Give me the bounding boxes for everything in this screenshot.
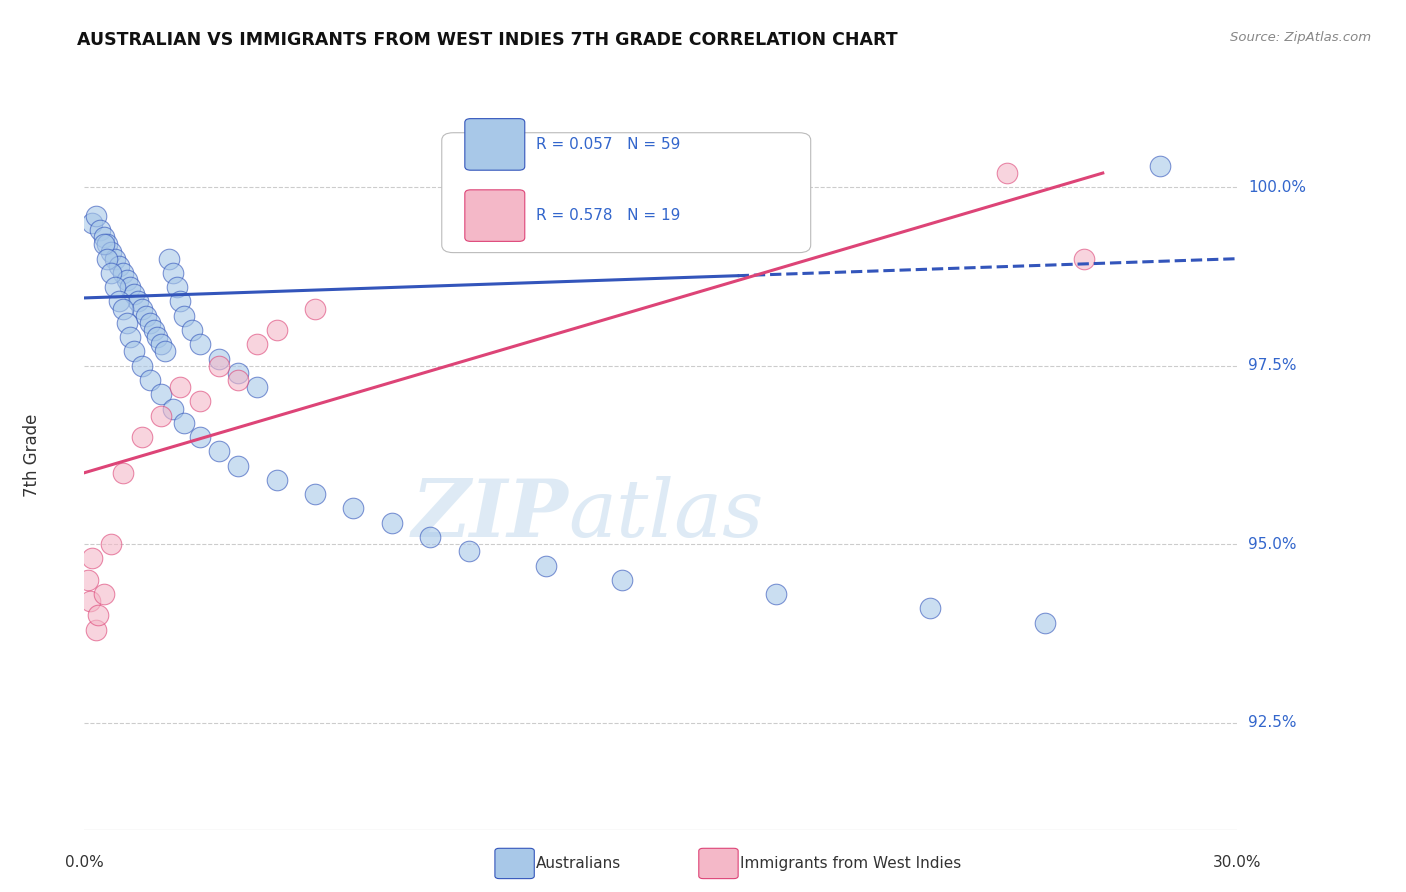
Point: [226, 366, 249, 380]
Point: [381, 516, 404, 530]
Point: [77, 573, 100, 587]
Point: [93, 237, 115, 252]
Point: [188, 394, 211, 409]
Text: Source: ZipAtlas.com: Source: ZipAtlas.com: [1230, 31, 1371, 45]
Text: 30.0%: 30.0%: [1213, 855, 1261, 870]
Point: [181, 323, 204, 337]
Point: [208, 444, 231, 458]
Point: [457, 544, 479, 558]
Text: R = 0.578   N = 19: R = 0.578 N = 19: [536, 208, 681, 223]
Point: [142, 323, 165, 337]
Point: [100, 266, 122, 280]
Point: [120, 330, 142, 344]
Point: [1149, 159, 1171, 173]
Point: [87, 608, 110, 623]
Point: [150, 387, 173, 401]
Point: [995, 166, 1018, 180]
Point: [111, 266, 134, 280]
Text: 100.0%: 100.0%: [1249, 180, 1306, 194]
Point: [93, 230, 115, 244]
Point: [208, 359, 231, 373]
FancyBboxPatch shape: [465, 190, 524, 242]
Point: [169, 294, 191, 309]
Point: [131, 430, 153, 444]
Point: [612, 573, 634, 587]
Text: 95.0%: 95.0%: [1249, 537, 1296, 551]
Point: [120, 280, 142, 294]
Point: [765, 587, 787, 601]
Point: [188, 337, 211, 351]
Point: [127, 294, 149, 309]
Point: [124, 344, 146, 359]
Point: [84, 209, 107, 223]
Point: [150, 409, 173, 423]
Point: [1073, 252, 1095, 266]
Point: [111, 466, 134, 480]
Point: [96, 237, 118, 252]
Point: [304, 487, 326, 501]
Point: [111, 301, 134, 316]
Point: [100, 244, 122, 259]
Point: [80, 551, 103, 566]
FancyBboxPatch shape: [465, 119, 524, 170]
Point: [208, 351, 231, 366]
Point: [115, 316, 138, 330]
Point: [104, 280, 127, 294]
Text: ZIP: ZIP: [412, 476, 568, 554]
Point: [266, 323, 288, 337]
Point: [84, 623, 107, 637]
Point: [304, 301, 326, 316]
Point: [188, 430, 211, 444]
Text: 97.5%: 97.5%: [1249, 359, 1296, 373]
Text: Immigrants from West Indies: Immigrants from West Indies: [740, 856, 960, 871]
Point: [173, 309, 195, 323]
Text: AUSTRALIAN VS IMMIGRANTS FROM WEST INDIES 7TH GRADE CORRELATION CHART: AUSTRALIAN VS IMMIGRANTS FROM WEST INDIE…: [77, 31, 898, 49]
Point: [534, 558, 557, 573]
Point: [226, 373, 249, 387]
Point: [100, 537, 122, 551]
Point: [138, 373, 160, 387]
Text: 92.5%: 92.5%: [1249, 715, 1296, 730]
Point: [419, 530, 441, 544]
Point: [169, 380, 191, 394]
Point: [166, 280, 188, 294]
Point: [93, 587, 115, 601]
Point: [79, 594, 101, 608]
Text: atlas: atlas: [568, 476, 763, 554]
Point: [1033, 615, 1056, 630]
Point: [162, 266, 184, 280]
Point: [146, 330, 169, 344]
Text: R = 0.057   N = 59: R = 0.057 N = 59: [536, 136, 681, 152]
Point: [80, 216, 103, 230]
Point: [115, 273, 138, 287]
Point: [135, 309, 157, 323]
Text: 7th Grade: 7th Grade: [24, 413, 42, 497]
Point: [108, 294, 131, 309]
Point: [342, 501, 364, 516]
Point: [157, 252, 180, 266]
Point: [89, 223, 111, 237]
Point: [108, 259, 131, 273]
Point: [246, 337, 269, 351]
Point: [226, 458, 249, 473]
Text: Australians: Australians: [536, 856, 621, 871]
Point: [918, 601, 941, 615]
Point: [153, 344, 176, 359]
Point: [246, 380, 269, 394]
FancyBboxPatch shape: [441, 133, 811, 252]
Point: [96, 252, 118, 266]
Point: [173, 416, 195, 430]
Point: [104, 252, 127, 266]
Text: 0.0%: 0.0%: [65, 855, 104, 870]
Point: [266, 473, 288, 487]
Point: [131, 301, 153, 316]
Point: [150, 337, 173, 351]
Point: [124, 287, 146, 301]
Point: [138, 316, 160, 330]
Point: [131, 359, 153, 373]
Point: [162, 401, 184, 416]
